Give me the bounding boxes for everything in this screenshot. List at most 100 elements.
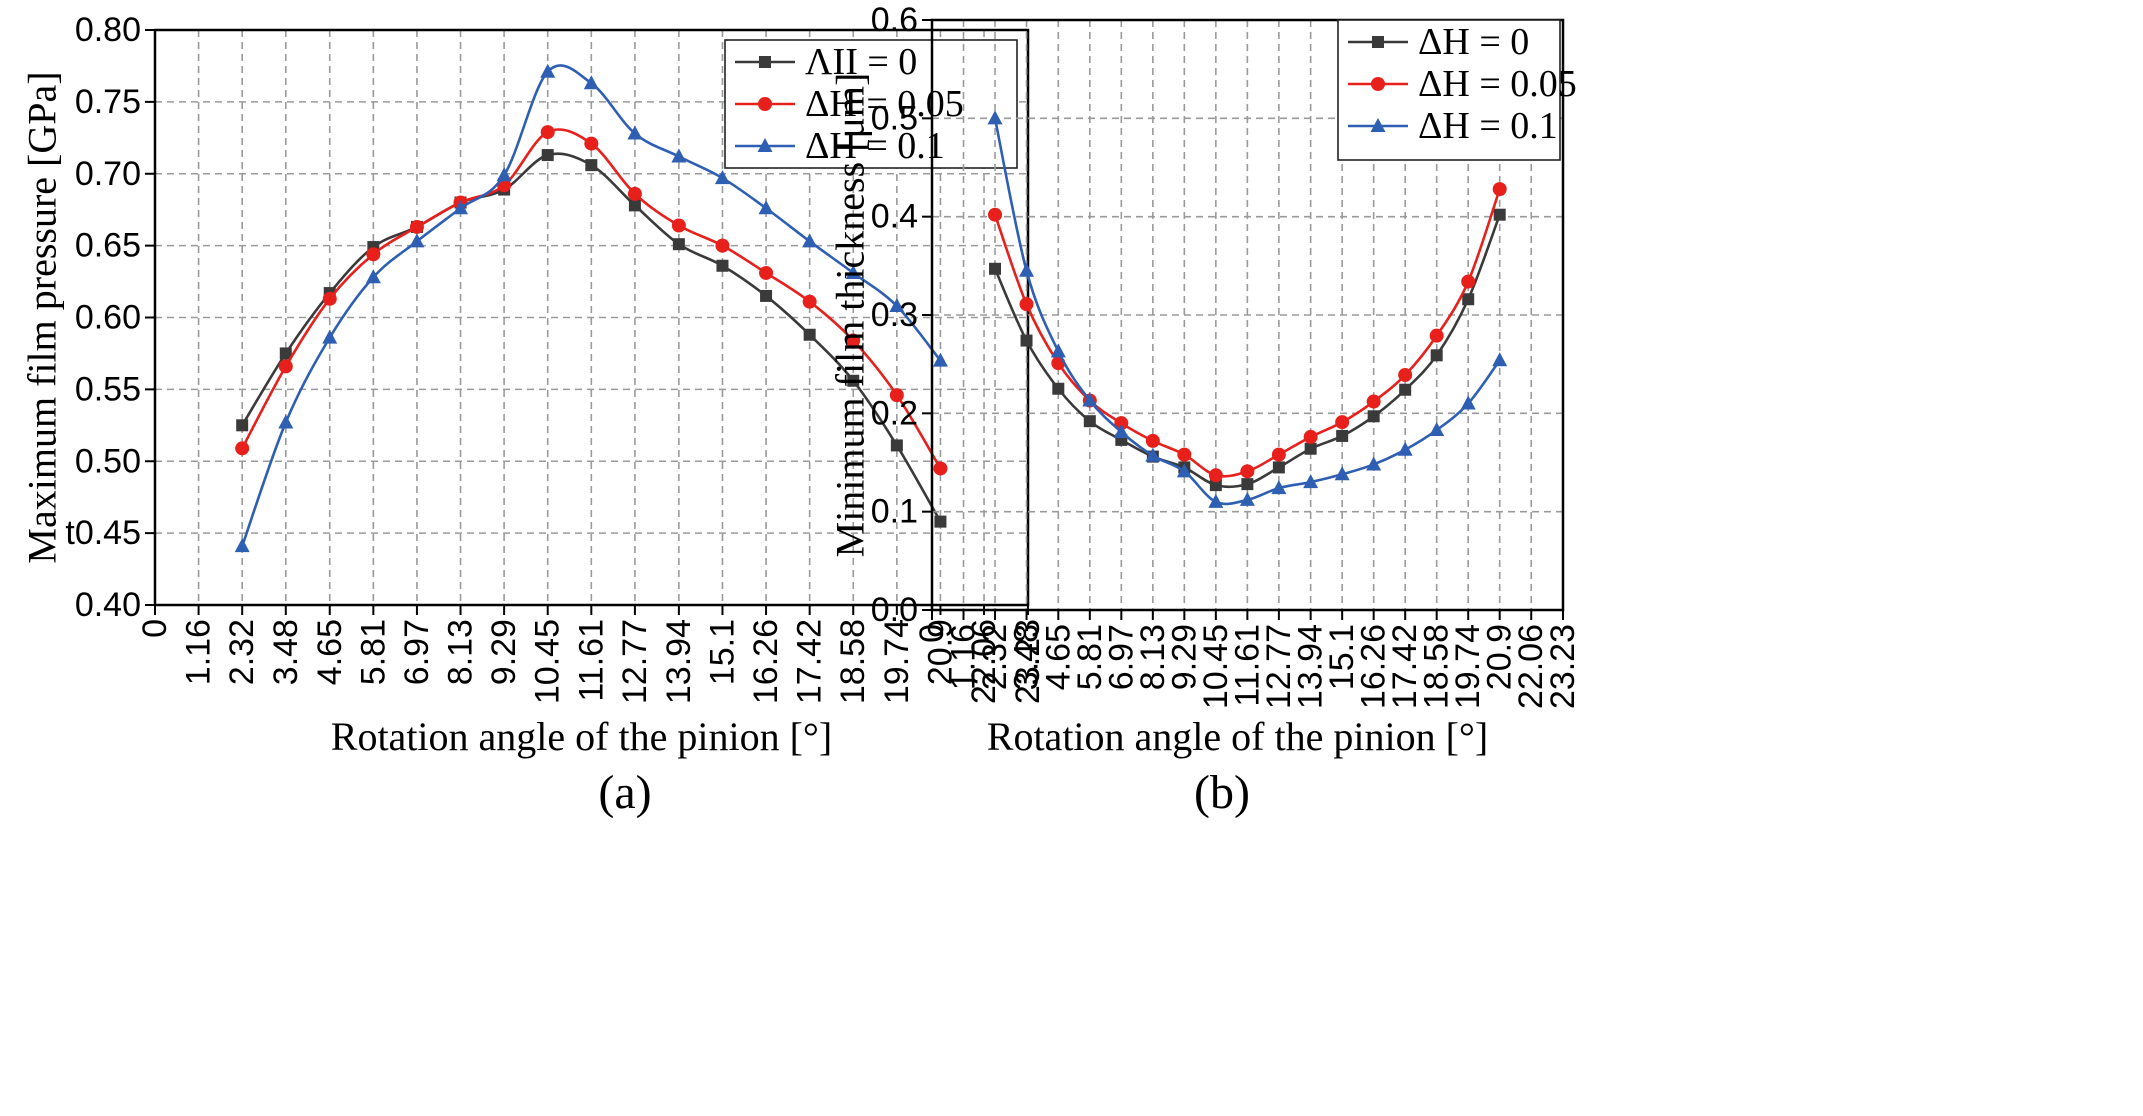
x-tick-label: 2.32 <box>976 624 1014 690</box>
data-point <box>1334 466 1350 481</box>
data-point <box>1177 447 1192 462</box>
legend-marker <box>1370 118 1386 132</box>
y-axis-title: Maximum film pressure [GPa] <box>20 71 65 563</box>
x-tick-label: 22.06 <box>965 619 1003 704</box>
data-point <box>1492 182 1507 197</box>
x-tick-label: 22.06 <box>1512 624 1550 709</box>
data-point <box>1461 274 1476 289</box>
data-point <box>803 328 816 341</box>
data-point <box>541 149 554 162</box>
x-tick-label: 18.58 <box>834 619 872 704</box>
x-tick-label: 6.97 <box>398 619 436 685</box>
data-point <box>1240 464 1255 479</box>
x-tick-label: 11.61 <box>572 619 610 702</box>
legend-label: ΔH = 0.05 <box>1418 63 1577 105</box>
x-tick-label: 20.9 <box>921 619 959 685</box>
y-tick-label: 0.40 <box>75 586 141 624</box>
data-point <box>1366 394 1381 409</box>
data-point <box>932 352 948 367</box>
data-point <box>1050 343 1066 358</box>
data-point <box>1430 349 1443 362</box>
x-tick-label: 23.23 <box>1544 624 1582 709</box>
data-point <box>1271 447 1286 462</box>
legend-marker <box>758 97 772 111</box>
data-point <box>1493 208 1506 221</box>
data-point <box>409 233 425 248</box>
data-point <box>847 374 860 387</box>
y-tick-label: 0.80 <box>75 11 141 49</box>
x-tick-label: 5.81 <box>1071 624 1109 690</box>
legend-marker <box>759 56 771 68</box>
chart-panel-b: 01.162.323.484.655.816.978.139.2910.4511… <box>828 1 1583 819</box>
x-tick-label: 12.77 <box>616 619 654 704</box>
data-point <box>671 148 687 163</box>
y-axis: 0.0 0.1 0.2 0.3 0.4 0.5 0.6 <box>871 1 932 629</box>
y-tick-label: t0.45 <box>65 514 141 552</box>
data-point <box>802 233 818 248</box>
y-axis: 0.40 t0.45 0.50 0.55 0.60 0.65 0.70 0.75 0.80 <box>65 11 155 624</box>
data-point <box>278 359 293 374</box>
x-tick-label: 12.77 <box>1260 624 1298 709</box>
x-tick-label: 11.61 <box>1228 624 1266 707</box>
data-point <box>234 538 250 553</box>
data-point <box>845 264 861 279</box>
x-tick-label: 19.74 <box>878 619 916 704</box>
panel-label: (a) <box>598 766 651 819</box>
data-point <box>1462 293 1475 306</box>
data-point <box>1460 395 1476 410</box>
data-point <box>890 439 903 452</box>
x-tick-label: 15.1 <box>703 619 741 685</box>
data-point <box>1366 456 1382 471</box>
y-tick-label: 0.65 <box>75 227 141 265</box>
y-tick-label: 0.4 <box>871 198 918 236</box>
x-axis-title: Rotation angle of the pinion [°] <box>987 714 1488 759</box>
data-point <box>1336 429 1349 442</box>
legend-label: ΔH = 0 <box>1418 21 1529 63</box>
data-point <box>1397 441 1413 456</box>
y-tick-label: 0.0 <box>871 591 918 629</box>
y-tick-label: 0.2 <box>871 394 918 432</box>
legend-marker <box>1372 36 1384 48</box>
data-point <box>366 247 381 262</box>
x-axis: 01.162.323.484.655.816.978.139.2910.4511… <box>913 610 1582 709</box>
data-point <box>628 199 641 212</box>
series-3 <box>987 110 1508 508</box>
data-point <box>278 414 294 429</box>
x-axis-title: Rotation angle of the pinion [°] <box>331 714 832 759</box>
data-point <box>1208 468 1223 483</box>
x-tick-label: 23.23 <box>1009 619 1047 704</box>
y-tick-label: 0.6 <box>871 1 918 39</box>
data-point <box>1492 352 1508 367</box>
x-tick-label: 18.58 <box>1418 624 1456 709</box>
x-tick-label: 5.81 <box>354 619 392 685</box>
y-tick-label: 0.55 <box>75 370 141 408</box>
y-tick-label: 0.75 <box>75 83 141 121</box>
data-point <box>672 238 685 251</box>
x-tick-label: 17.42 <box>791 619 829 704</box>
data-point <box>1304 442 1317 455</box>
data-point <box>988 207 1003 222</box>
y-tick-label: 0.50 <box>75 442 141 480</box>
data-point <box>1303 474 1319 489</box>
x-tick-label: 1.16 <box>945 624 983 690</box>
legend-marker <box>1371 77 1385 91</box>
data-point <box>1145 433 1160 448</box>
data-point <box>987 110 1003 125</box>
data-point <box>760 289 773 302</box>
data-point <box>1114 416 1129 431</box>
y-tick-label: 0.5 <box>871 99 918 137</box>
data-point <box>409 219 424 234</box>
data-point <box>1271 480 1287 495</box>
grid <box>155 30 1028 605</box>
x-tick-label: 17.42 <box>1386 624 1424 709</box>
data-point <box>759 265 774 280</box>
x-tick-label: 10.45 <box>529 619 567 704</box>
data-point <box>802 294 817 309</box>
data-point <box>715 238 730 253</box>
data-point <box>1208 493 1224 508</box>
x-tick-label: 10.45 <box>1197 624 1235 709</box>
data-point <box>322 291 337 306</box>
x-tick-label: 15.1 <box>1323 624 1361 690</box>
x-tick-label: 16.26 <box>1355 624 1393 709</box>
data-point <box>1272 461 1285 474</box>
